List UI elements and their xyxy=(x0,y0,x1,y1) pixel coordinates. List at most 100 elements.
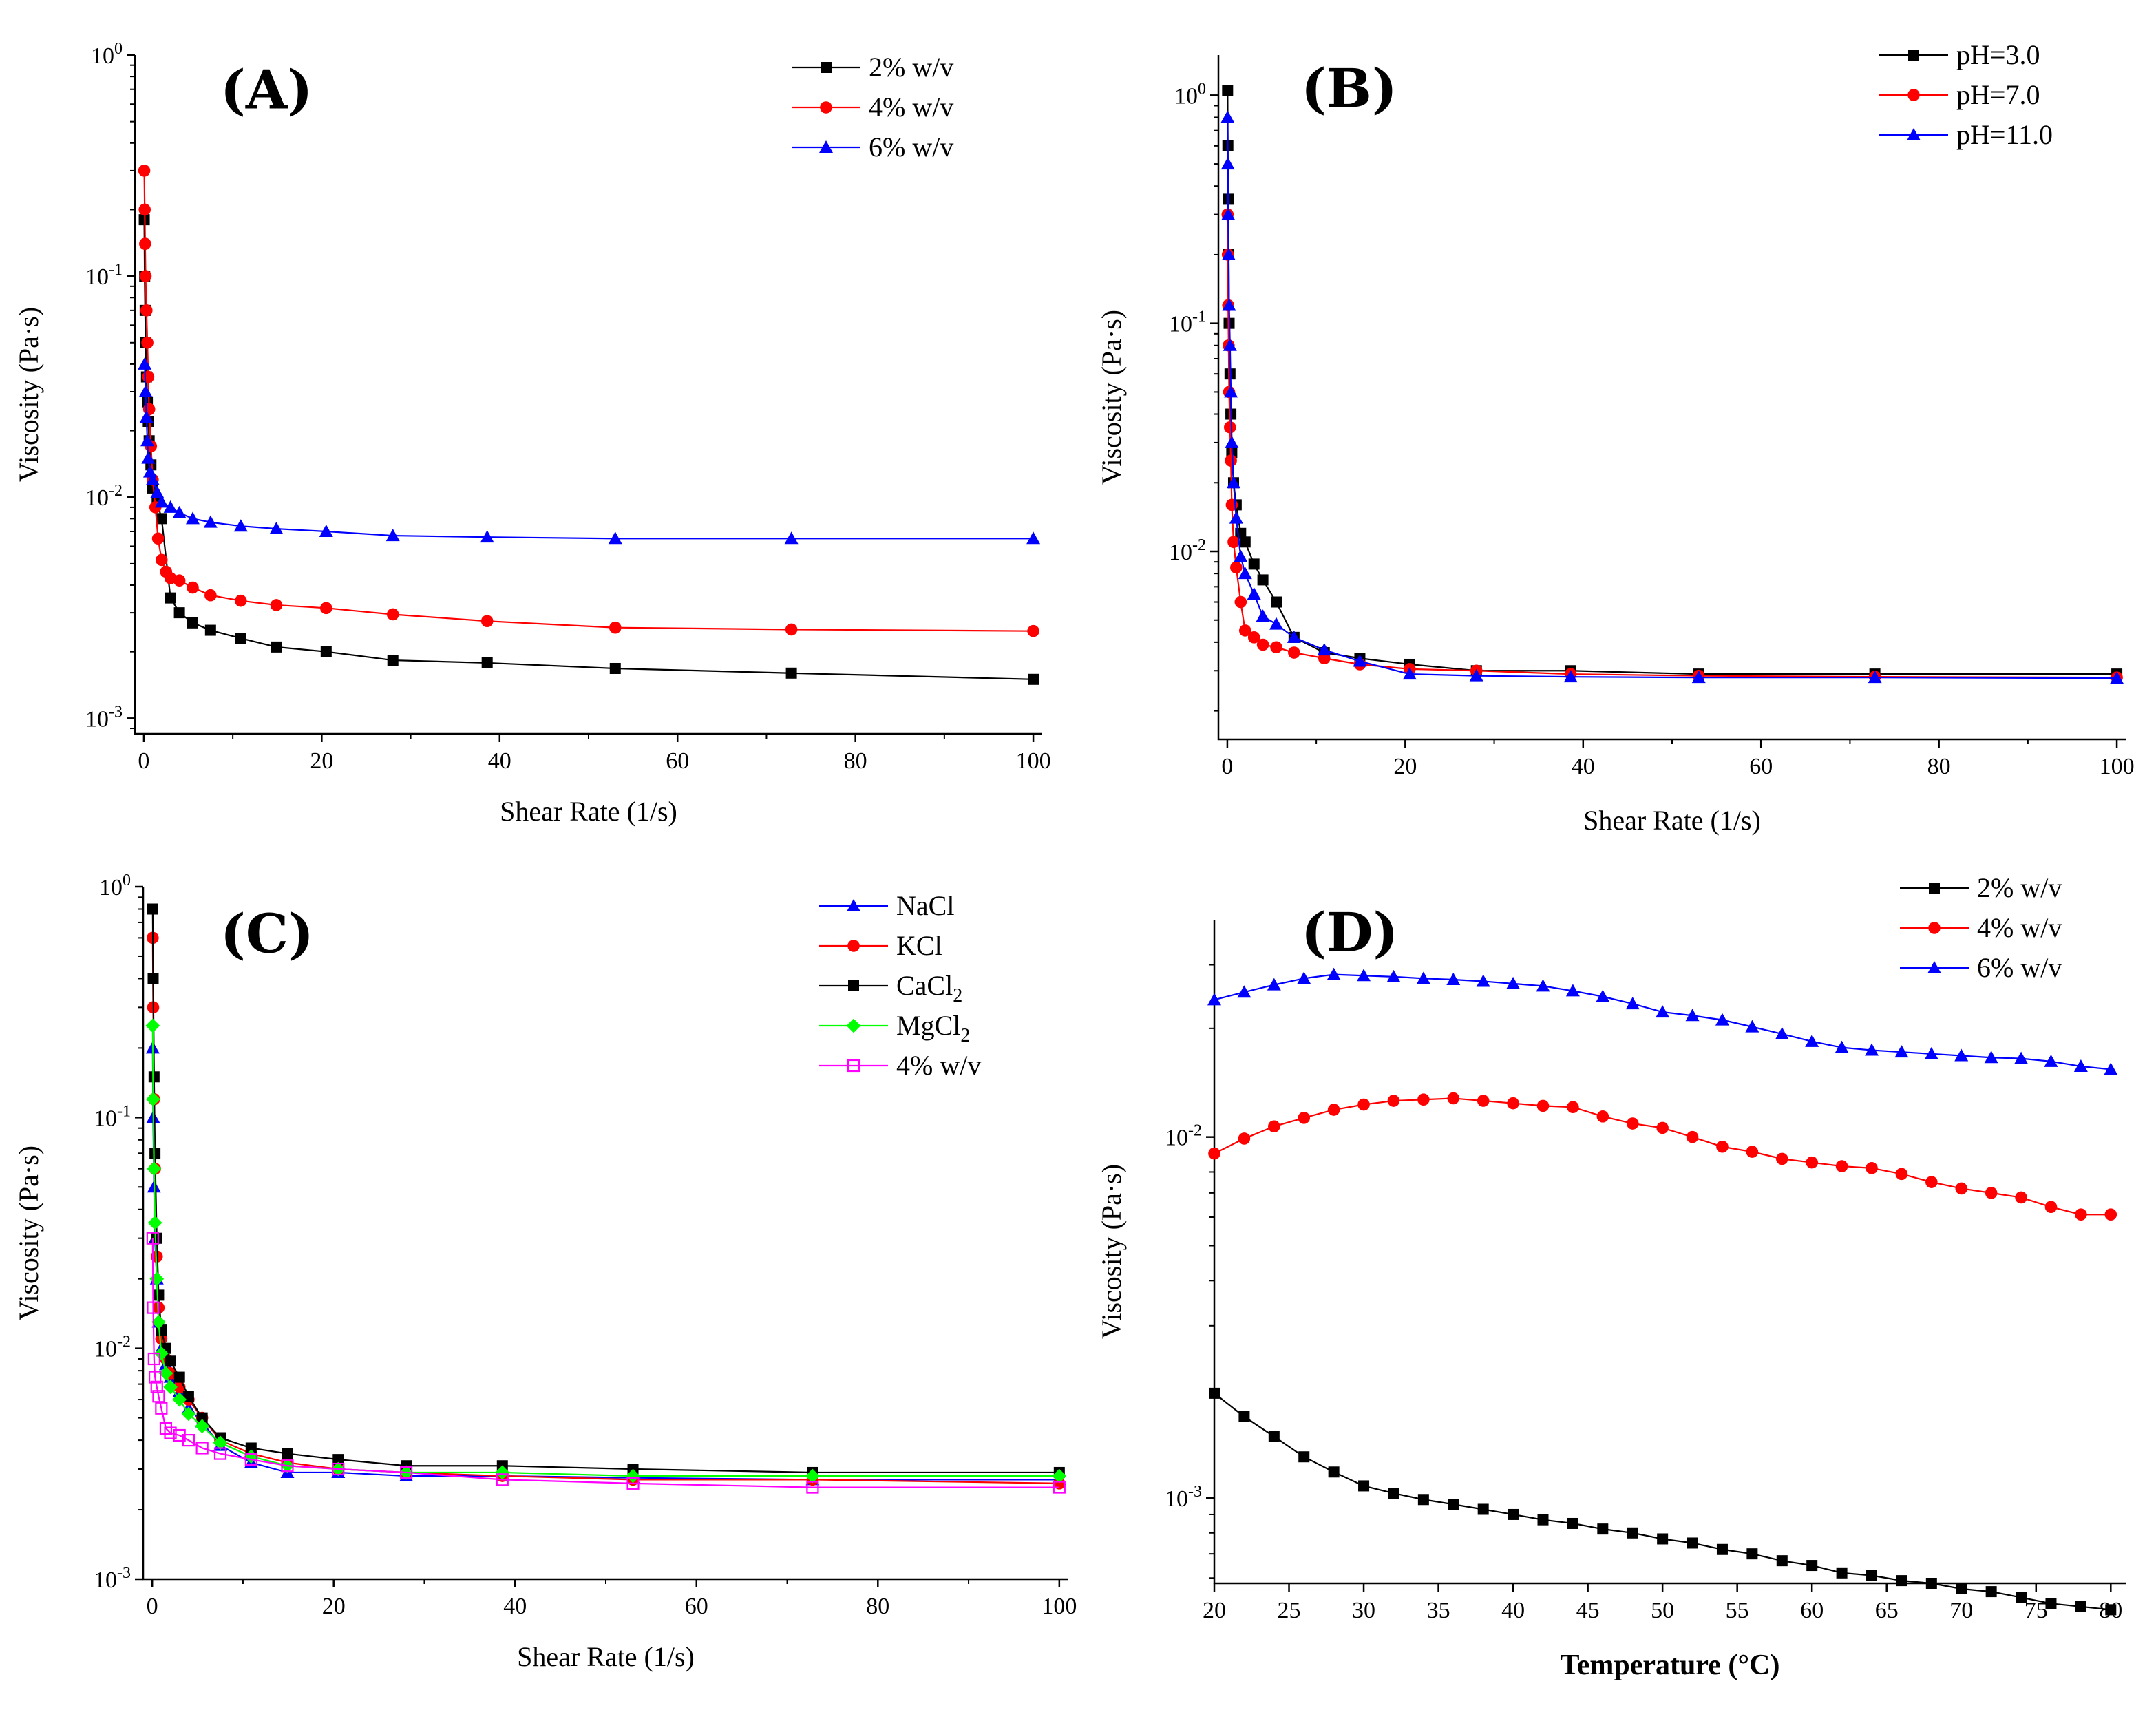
legend: 2% w/v 4% w/v 6% w/v xyxy=(792,52,953,162)
data-point xyxy=(1225,435,1239,448)
data-point xyxy=(140,434,155,447)
data-point xyxy=(1656,1121,1669,1134)
data-point xyxy=(332,1462,345,1476)
data-point xyxy=(332,1454,344,1466)
data-point xyxy=(1053,1481,1066,1494)
data-point xyxy=(1563,670,1578,683)
data-point xyxy=(203,515,218,528)
data-point xyxy=(1327,1104,1340,1116)
data-point xyxy=(2073,1059,2088,1072)
data-point xyxy=(1626,1117,1639,1130)
data-point xyxy=(1746,1548,1758,1560)
data-point xyxy=(146,1232,159,1245)
data-point xyxy=(165,1355,176,1367)
data-point xyxy=(1656,1005,1670,1018)
data-point xyxy=(1270,641,1282,654)
data-point xyxy=(1896,1575,1907,1587)
data-point xyxy=(281,1459,294,1472)
data-point xyxy=(1028,673,1039,685)
series-6-w-v xyxy=(138,357,1041,545)
data-point xyxy=(2016,1592,2027,1603)
data-point xyxy=(2045,1598,2057,1609)
data-point xyxy=(158,1366,173,1381)
panel-label: (A) xyxy=(220,59,313,122)
data-point xyxy=(1597,1523,1609,1535)
data-point xyxy=(1287,630,1301,643)
legend-label: pH=3.0 xyxy=(1956,39,2040,70)
x-tick-label: 20 xyxy=(1203,1598,1226,1623)
data-point xyxy=(1052,1468,1067,1484)
series-4-w-v xyxy=(138,165,1039,637)
data-point xyxy=(1238,1411,1250,1422)
data-point xyxy=(1447,1092,1460,1105)
data-point xyxy=(1417,1093,1430,1106)
data-point xyxy=(1234,549,1248,562)
data-point xyxy=(1417,1494,1429,1506)
data-point xyxy=(270,599,283,611)
chart-panel-d: 2025303540455055606570758010-310-22% w/v… xyxy=(1096,872,2126,1681)
data-point xyxy=(1298,1112,1311,1124)
data-point xyxy=(1247,631,1260,644)
legend-label: 6% w/v xyxy=(1977,952,2062,983)
data-point xyxy=(1357,1098,1370,1111)
data-point xyxy=(152,1390,165,1403)
panel-label: (B) xyxy=(1301,58,1397,120)
series-line xyxy=(1214,1097,2111,1216)
data-point xyxy=(187,581,199,594)
data-point xyxy=(151,1315,166,1329)
series-line xyxy=(1227,214,2117,679)
data-point xyxy=(385,529,400,542)
data-point xyxy=(1227,536,1240,549)
chart-panel-c: 0 20 40 60 80 100 10-3 10-2 10-1 100 NaCl KCl CaCl2 M… xyxy=(13,872,1077,1672)
x-tick-label: 80 xyxy=(1927,754,1951,779)
y-tick-label: 10-1 xyxy=(94,1102,131,1131)
data-point xyxy=(2104,1208,2117,1221)
x-tick-label: 20 xyxy=(310,748,333,774)
y-tick-label: 10-1 xyxy=(85,261,123,290)
data-point xyxy=(1208,1147,1220,1160)
data-point xyxy=(320,602,332,615)
data-point xyxy=(1866,1570,1878,1581)
data-point xyxy=(138,385,153,398)
x-tick-label: 60 xyxy=(685,1594,708,1619)
data-point xyxy=(1596,1110,1609,1123)
data-point xyxy=(2015,1191,2027,1204)
data-point xyxy=(1954,1048,1969,1062)
data-point xyxy=(1220,157,1235,170)
y-tick-label: 100 xyxy=(99,872,131,900)
data-point xyxy=(1229,511,1243,524)
data-point xyxy=(150,485,165,498)
data-point xyxy=(195,1419,210,1434)
legend-marker xyxy=(848,980,859,991)
data-point xyxy=(1895,1168,1908,1181)
x-tick-label: 40 xyxy=(488,748,511,774)
legend-label: 4% w/v xyxy=(869,92,953,123)
data-point xyxy=(244,1453,257,1466)
data-point xyxy=(1508,1508,1519,1520)
legend-marker xyxy=(1927,961,1941,973)
chart-panel-b: 0 20 40 60 80 100 10-2 10-1 100 pH=3.0 pH=7.0 pH=11… xyxy=(1096,39,2135,836)
data-point xyxy=(1220,110,1235,123)
legend: pH=3.0 pH=7.0 pH=11.0 xyxy=(1879,39,2053,150)
data-point xyxy=(1248,558,1260,570)
axes-frame xyxy=(134,55,1042,735)
x-axis-label: Shear Rate (1/s) xyxy=(500,796,677,827)
x-tick-label: 20 xyxy=(322,1594,346,1619)
data-point xyxy=(173,607,185,619)
data-point xyxy=(282,1448,293,1459)
data-point xyxy=(1925,1578,1937,1589)
data-point xyxy=(1985,1187,1998,1199)
series-4-w-v xyxy=(146,1232,1066,1494)
legend-marker xyxy=(1928,922,1941,934)
data-point xyxy=(269,522,284,535)
x-tick-label: 100 xyxy=(1016,748,1051,774)
data-point xyxy=(626,1477,640,1490)
data-point xyxy=(182,1434,195,1447)
legend-marker xyxy=(1907,128,1921,140)
x-tick-label: 30 xyxy=(1352,1598,1375,1623)
data-point xyxy=(1806,1156,1818,1169)
x-tick-label: 40 xyxy=(1501,1598,1525,1623)
data-point xyxy=(1225,454,1237,467)
data-point xyxy=(1596,989,1610,1002)
data-point xyxy=(1238,624,1251,637)
